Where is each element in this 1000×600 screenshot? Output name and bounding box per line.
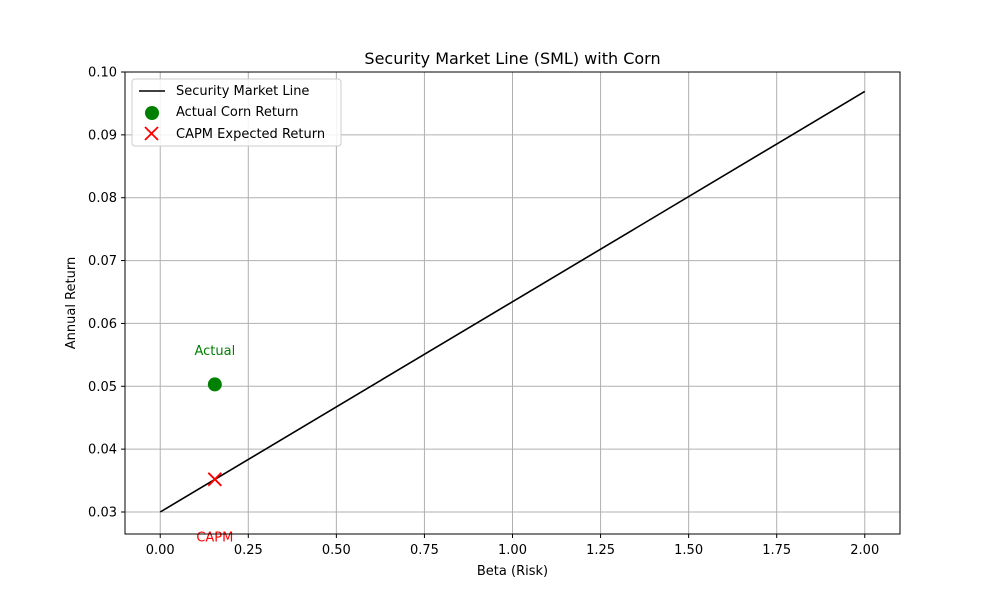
legend: Security Market Line Actual Corn Return … [131, 78, 342, 147]
y-axis-label: Annual Return [64, 257, 79, 349]
x-tick-label: 0.00 [146, 543, 175, 558]
y-tick-label: 0.06 [88, 317, 117, 332]
legend-label-capm: CAPM Expected Return [176, 127, 325, 142]
actual-return-point [207, 377, 222, 392]
x-tick-label: 1.00 [498, 543, 527, 558]
x-tick-label: 2.00 [850, 543, 879, 558]
y-tick-label: 0.04 [88, 443, 117, 458]
x-tick-label: 0.50 [322, 543, 351, 558]
legend-circle-swatch [145, 106, 159, 120]
capm-expected-point [207, 472, 222, 487]
y-tick-label: 0.03 [88, 506, 117, 521]
y-tick-label: 0.07 [88, 254, 117, 269]
legend-box [131, 78, 342, 147]
legend-label-sml: Security Market Line [176, 84, 309, 99]
x-tick-label: 1.75 [762, 543, 791, 558]
legend-x-swatch [144, 126, 159, 141]
x-tick-label: 1.25 [586, 543, 615, 558]
y-tick-label: 0.10 [88, 66, 117, 81]
x-axis-label: Beta (Risk) [477, 564, 548, 579]
y-tick-label: 0.09 [88, 128, 117, 143]
y-tick-label: 0.05 [88, 380, 117, 395]
legend-label-actual: Actual Corn Return [176, 105, 299, 120]
chart-title: Security Market Line (SML) with Corn [364, 49, 660, 68]
grid [125, 71, 900, 534]
x-tick-label: 1.50 [674, 543, 703, 558]
annotation-capm: CAPM [196, 531, 233, 546]
sml-line [159, 90, 866, 513]
annotation-actual: Actual [194, 344, 235, 359]
x-tick-label: 0.75 [410, 543, 439, 558]
x-tick-label: 0.25 [234, 543, 263, 558]
axis-ticks: 0.00 0.25 0.50 0.75 1.00 1.25 1.50 1.75 2.00 0.03… [88, 66, 879, 559]
y-tick-label: 0.08 [88, 191, 117, 206]
